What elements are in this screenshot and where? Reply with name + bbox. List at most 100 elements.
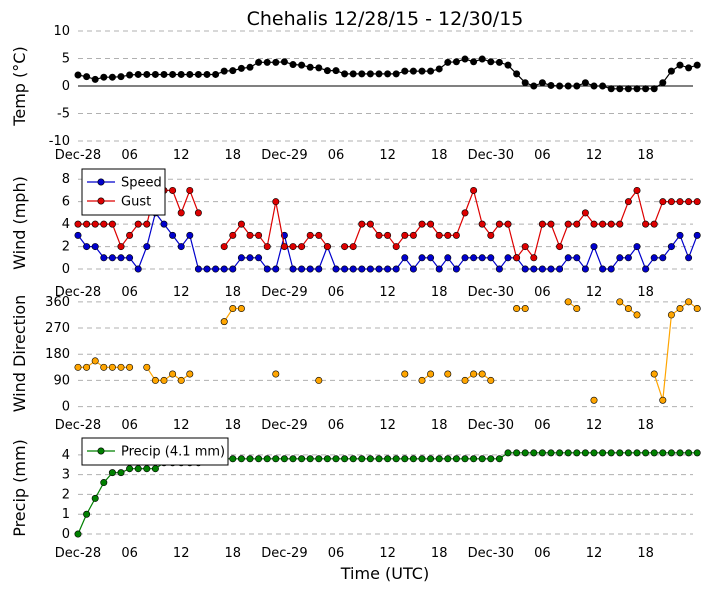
data-point bbox=[693, 305, 701, 313]
data-point bbox=[478, 220, 486, 228]
data-point bbox=[487, 254, 495, 262]
data-point bbox=[143, 70, 151, 78]
data-point bbox=[306, 265, 314, 273]
data-point bbox=[108, 220, 116, 228]
data-point bbox=[452, 58, 460, 66]
data-point bbox=[91, 75, 99, 83]
data-point bbox=[91, 243, 99, 251]
data-point bbox=[659, 396, 667, 404]
wind-speed-panel: 8 6 4 2 0 Dec-28 06 12 18 Dec-29 06 12 18 Dec-30 06 12 1… bbox=[10, 168, 701, 300]
data-point bbox=[590, 449, 598, 457]
data-point bbox=[478, 370, 486, 378]
data-point bbox=[650, 220, 658, 228]
data-point bbox=[272, 370, 280, 378]
data-point bbox=[220, 243, 228, 251]
data-point bbox=[452, 265, 460, 273]
data-point bbox=[667, 67, 675, 75]
y-tick-label: 90 bbox=[53, 373, 70, 388]
data-point bbox=[633, 311, 641, 319]
data-point bbox=[642, 220, 650, 228]
x-tick-label: 06 bbox=[328, 148, 345, 163]
x-tick-label: Dec-28 bbox=[55, 546, 101, 561]
data-point bbox=[521, 305, 529, 313]
y-tick-label: 6 bbox=[62, 195, 70, 210]
data-point bbox=[427, 220, 435, 228]
data-point bbox=[100, 479, 108, 487]
data-point bbox=[676, 305, 684, 313]
data-point bbox=[237, 64, 245, 72]
data-point bbox=[169, 231, 177, 239]
data-point bbox=[160, 376, 168, 384]
data-point bbox=[435, 231, 443, 239]
y-tick-label: -10 bbox=[49, 134, 70, 149]
data-point bbox=[289, 455, 297, 463]
data-point bbox=[607, 265, 615, 273]
data-point bbox=[349, 70, 357, 78]
legend-marker bbox=[97, 197, 105, 205]
data-point bbox=[685, 64, 693, 72]
data-point bbox=[504, 61, 512, 69]
data-point bbox=[177, 209, 185, 217]
y-tick-label: 0 bbox=[62, 527, 70, 542]
data-point bbox=[298, 243, 306, 251]
data-point bbox=[530, 265, 538, 273]
y-axis-label: Wind Direction bbox=[10, 295, 29, 413]
data-point bbox=[315, 376, 323, 384]
data-point bbox=[667, 311, 675, 319]
data-point bbox=[599, 220, 607, 228]
chart-title: Chehalis 12/28/15 - 12/30/15 bbox=[247, 8, 524, 30]
data-point bbox=[143, 363, 151, 371]
data-point bbox=[341, 243, 349, 251]
data-point bbox=[108, 469, 116, 477]
x-tick-label: 06 bbox=[121, 285, 138, 300]
data-point bbox=[186, 70, 194, 78]
x-tick-label: 12 bbox=[379, 418, 396, 433]
data-point bbox=[427, 254, 435, 262]
data-point bbox=[272, 198, 280, 206]
x-tick-label: 18 bbox=[431, 546, 448, 561]
x-tick-label: Dec-30 bbox=[468, 285, 514, 300]
data-point bbox=[409, 265, 417, 273]
x-tick-label: 06 bbox=[534, 418, 551, 433]
data-point bbox=[83, 243, 91, 251]
data-point bbox=[289, 61, 297, 69]
x-tick-label: Dec-30 bbox=[468, 546, 514, 561]
x-tick-label: 06 bbox=[328, 285, 345, 300]
x-tick-label: 18 bbox=[637, 546, 654, 561]
wind-direction-panel: 360 270 180 90 0 Dec-28 06 12 18 Dec-29 06 12 18 Dec-… bbox=[10, 295, 701, 433]
data-point bbox=[263, 58, 271, 66]
data-point bbox=[229, 455, 237, 463]
x-tick-label: 06 bbox=[328, 546, 345, 561]
data-point bbox=[126, 254, 134, 262]
data-point bbox=[676, 61, 684, 69]
data-point bbox=[255, 455, 263, 463]
data-point bbox=[177, 70, 185, 78]
data-point bbox=[642, 449, 650, 457]
x-tick-label: 18 bbox=[225, 418, 242, 433]
data-point bbox=[315, 231, 323, 239]
data-point bbox=[91, 220, 99, 228]
data-point bbox=[590, 396, 598, 404]
data-point bbox=[194, 70, 202, 78]
data-point bbox=[306, 63, 314, 71]
legend-marker bbox=[97, 447, 105, 455]
data-point bbox=[108, 73, 116, 81]
data-point bbox=[478, 55, 486, 63]
data-point bbox=[401, 254, 409, 262]
x-tick-label: Dec-29 bbox=[261, 285, 307, 300]
data-point bbox=[435, 265, 443, 273]
data-point bbox=[255, 231, 263, 239]
data-point bbox=[667, 449, 675, 457]
data-point bbox=[366, 220, 374, 228]
data-point bbox=[607, 220, 615, 228]
data-point bbox=[650, 370, 658, 378]
data-point bbox=[590, 82, 598, 90]
data-point bbox=[676, 449, 684, 457]
data-point bbox=[461, 254, 469, 262]
data-point bbox=[427, 67, 435, 75]
data-point bbox=[478, 455, 486, 463]
data-point bbox=[444, 254, 452, 262]
data-point bbox=[392, 265, 400, 273]
data-point bbox=[74, 363, 82, 371]
